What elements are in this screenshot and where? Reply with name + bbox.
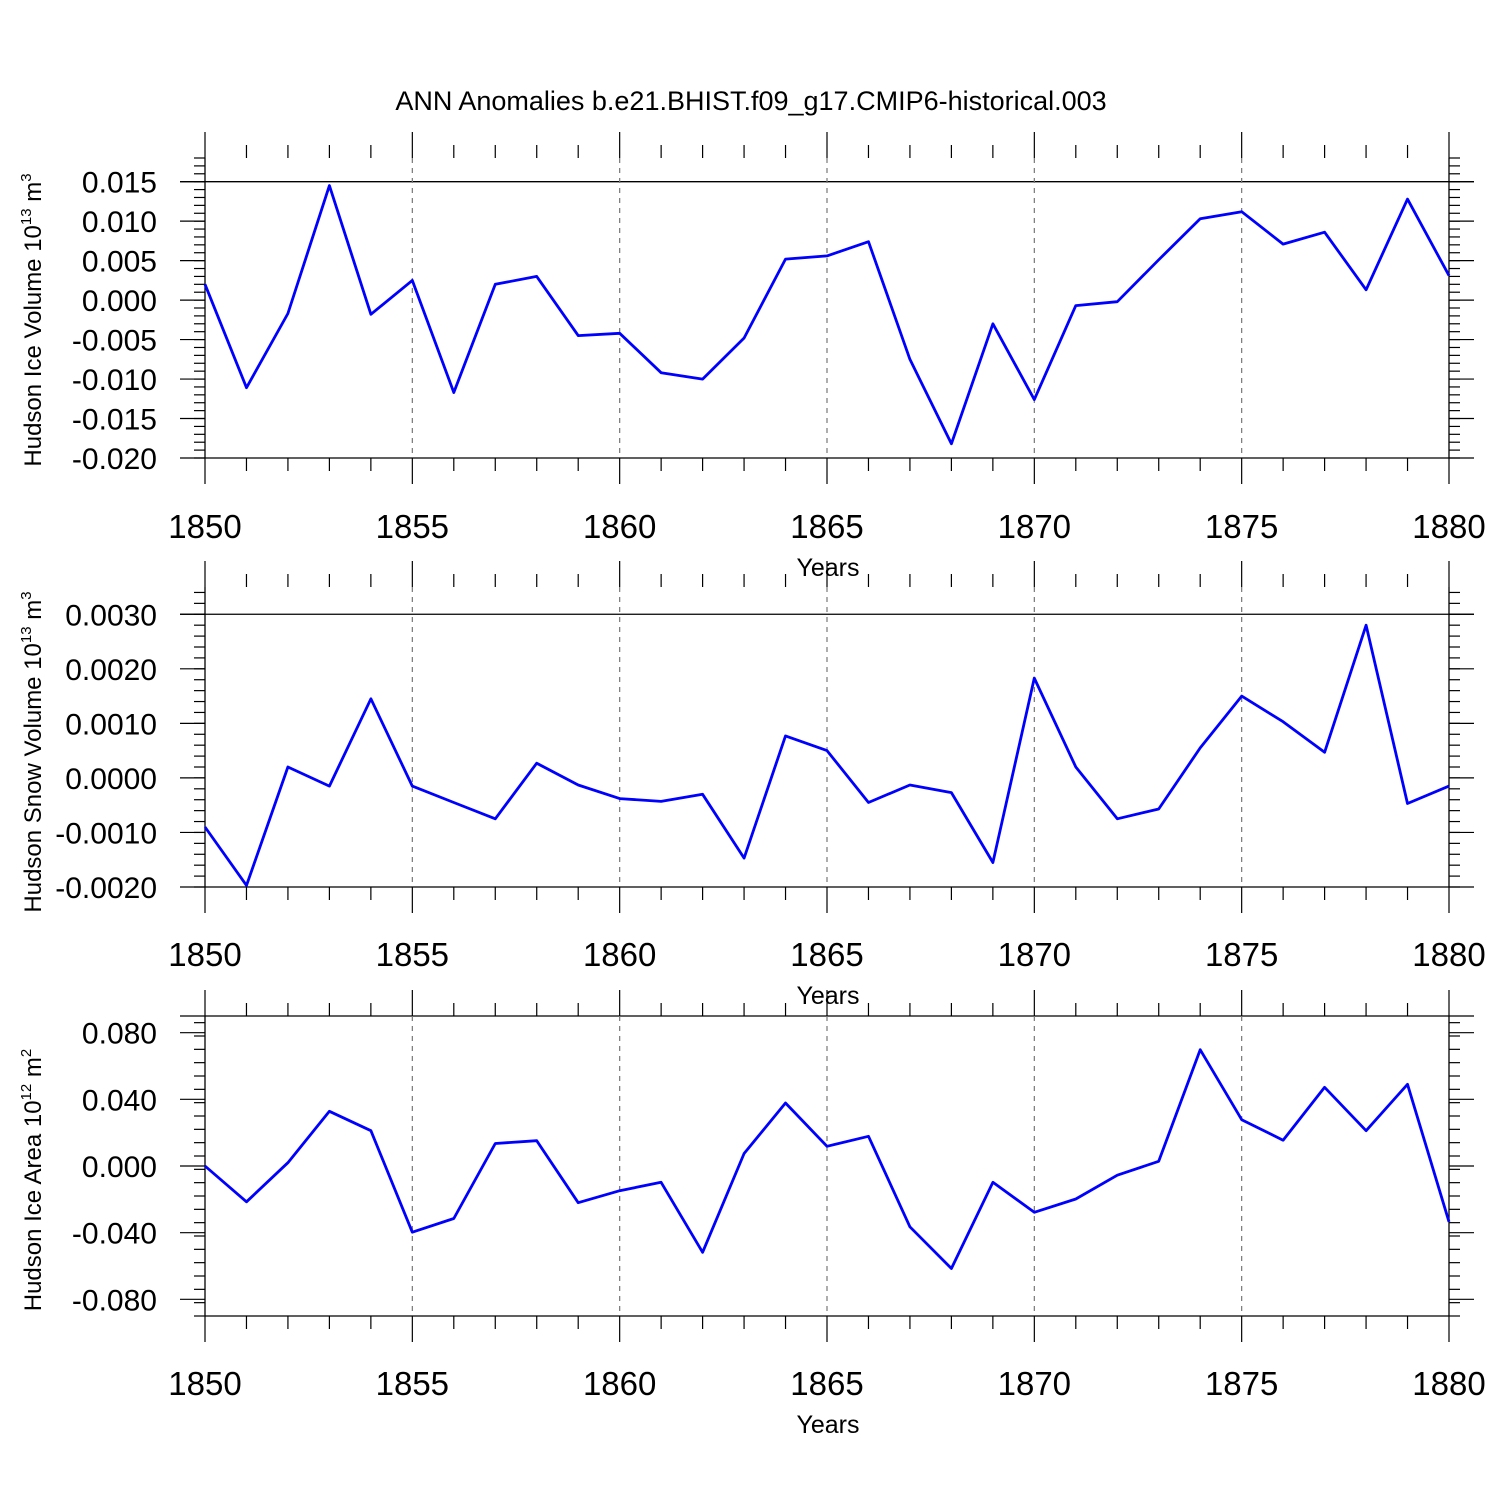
xlabel-ice-volume: Years (796, 554, 859, 582)
x-tick-label: 1855 (376, 508, 449, 545)
series-line (203, 184, 1451, 446)
y-tick-label: -0.0020 (55, 872, 157, 905)
x-tick-label: 1865 (790, 508, 863, 545)
y-tick-label: 0.0010 (65, 708, 157, 741)
xlabel-ice-area: Years (796, 1411, 859, 1439)
panel-snow-volume: 1850 1855 1860 1865 1870 1875 1880 -0.0020 -0.00… (55, 561, 1486, 973)
x-tick-label: 1880 (1412, 936, 1485, 973)
series-line (203, 623, 1450, 887)
series-line (204, 1048, 1451, 1270)
x-tick-label: 1860 (583, 508, 656, 545)
ylabel-ice-volume: Hudson Ice Volume 1013 m3 (18, 173, 47, 466)
x-tick-label: 1860 (583, 1365, 656, 1402)
x-tick-label: 1880 (1412, 508, 1485, 545)
y-tick-label: 0.010 (82, 206, 157, 239)
x-tick-label: 1855 (376, 1365, 449, 1402)
y-tick-label: 0.040 (82, 1084, 157, 1117)
ylabel-snow-volume: Hudson Snow Volume 1013 m3 (18, 591, 47, 912)
panel-ice-area: 1850 1855 1860 1865 1870 1875 1880 -0.080 -0.040… (72, 990, 1486, 1402)
y-tick-label: -0.005 (72, 325, 157, 358)
x-tick-label: 1865 (790, 936, 863, 973)
x-tick-label: 1870 (998, 936, 1071, 973)
y-tick-label: 0.000 (82, 285, 157, 318)
ylabel-ice-area: Hudson Ice Area 1012 m2 (18, 1049, 47, 1312)
y-tick-label: -0.010 (72, 364, 157, 397)
y-tick-label: -0.0010 (55, 817, 157, 850)
x-tick-label: 1875 (1205, 1365, 1278, 1402)
x-tick-label: 1870 (998, 1365, 1071, 1402)
y-tick-label: -0.015 (72, 404, 157, 437)
xlabel-snow-volume: Years (796, 982, 859, 1010)
y-tick-label: 0.0000 (65, 763, 157, 796)
y-tick-label: 0.005 (82, 246, 157, 279)
x-tick-label: 1875 (1205, 508, 1278, 545)
x-tick-label: 1865 (790, 1365, 863, 1402)
x-tick-label: 1880 (1412, 1365, 1485, 1402)
y-tick-label: 0.080 (82, 1018, 157, 1051)
figure-title: ANN Anomalies b.e21.BHIST.f09_g17.CMIP6-… (395, 86, 1106, 116)
x-tick-label: 1850 (168, 508, 241, 545)
y-tick-label: -0.040 (72, 1218, 157, 1251)
y-tick-label: 0.0030 (65, 599, 157, 632)
x-tick-label: 1875 (1205, 936, 1278, 973)
x-tick-label: 1870 (998, 508, 1071, 545)
x-tick-label: 1855 (376, 936, 449, 973)
x-tick-label: 1860 (583, 936, 656, 973)
x-tick-label: 1850 (168, 936, 241, 973)
y-tick-label: -0.020 (72, 443, 157, 476)
x-tick-label: 1850 (168, 1365, 241, 1402)
y-tick-label: 0.000 (82, 1151, 157, 1184)
y-tick-label: -0.080 (72, 1284, 157, 1317)
y-tick-label: 0.015 (82, 167, 157, 200)
y-tick-label: 0.0020 (65, 654, 157, 687)
panel-ice-volume: 1850 1855 1860 1865 1870 1875 1880 -0.020 -0.015… (72, 132, 1486, 545)
